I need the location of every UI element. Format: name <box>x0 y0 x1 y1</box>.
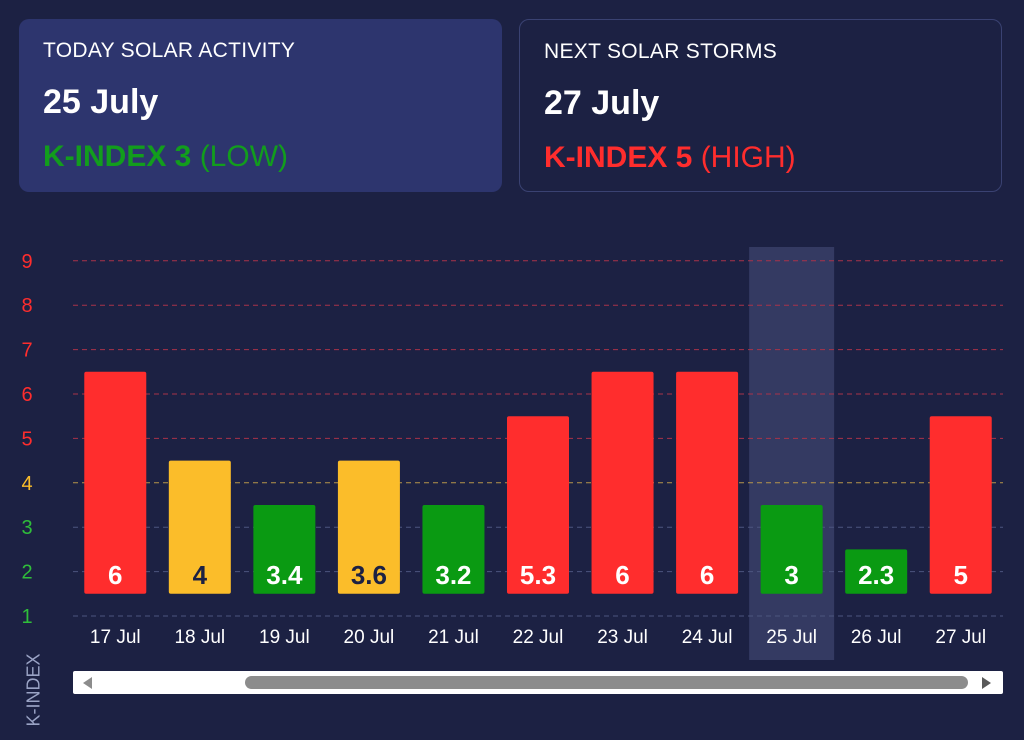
y-tick-label: 3 <box>21 517 32 539</box>
x-tick-label: 17 Jul <box>90 627 141 648</box>
bar <box>676 371 739 594</box>
bar <box>507 416 569 594</box>
next-storms-card: NEXT SOLAR STORMS 27 July K-INDEX 5 (HIG… <box>519 19 1002 192</box>
bar-value-label: 3.2 <box>435 560 471 590</box>
x-tick-label: 20 Jul <box>344 627 395 648</box>
bar <box>760 505 823 594</box>
today-activity-card: TODAY SOLAR ACTIVITY 25 July K-INDEX 3 (… <box>19 19 502 192</box>
bar-value-label: 6 <box>108 560 122 590</box>
bar <box>253 505 316 594</box>
next-k-value: K-INDEX 5 <box>544 141 693 174</box>
bar <box>168 460 231 594</box>
today-card-label: TODAY SOLAR ACTIVITY <box>43 39 296 62</box>
y-axis-title: K-INDEX <box>23 653 44 727</box>
scroll-right-arrow-icon[interactable] <box>982 677 991 689</box>
scroll-left-arrow-icon[interactable] <box>83 677 92 689</box>
next-k-index: K-INDEX 5 (HIGH) <box>544 141 977 175</box>
bar <box>591 371 654 594</box>
bar-value-label: 6 <box>700 560 714 590</box>
today-date: 25 July <box>43 83 159 121</box>
y-tick-label: 5 <box>21 428 32 450</box>
bar-value-label: 3.4 <box>266 560 303 590</box>
scroll-thumb[interactable] <box>245 676 968 689</box>
bar-value-label: 3.6 <box>351 560 387 590</box>
today-k-index: K-INDEX 3 (LOW) <box>43 140 478 174</box>
y-tick-label: 6 <box>21 384 32 406</box>
y-tick-label: 1 <box>21 606 32 628</box>
bar <box>929 416 992 594</box>
k-index-bar-chart: 1 2 3 4 5 6 7 8 9 6 17 Jul 4 18 Jul 3.4 19 Jul 3.6 20 Ju… <box>21 247 1003 660</box>
next-date: 27 July <box>544 84 660 122</box>
bar-value-label: 5 <box>953 560 967 590</box>
y-tick-label: 4 <box>21 473 32 495</box>
today-k-level: (LOW) <box>191 140 289 173</box>
bar-value-label: 2.3 <box>858 560 894 590</box>
y-tick-label: 2 <box>21 562 32 584</box>
bar-value-label: 5.3 <box>520 560 556 590</box>
bar <box>84 371 147 594</box>
bar <box>337 460 400 594</box>
x-tick-label: 27 Jul <box>935 627 986 648</box>
x-tick-label: 19 Jul <box>259 627 310 648</box>
chart-scrollbar[interactable] <box>73 671 1003 694</box>
bar <box>845 549 908 594</box>
next-card-label: NEXT SOLAR STORMS <box>544 40 778 63</box>
y-tick-label: 7 <box>21 340 32 362</box>
x-tick-label: 24 Jul <box>682 627 733 648</box>
bar-value-label: 6 <box>615 560 629 590</box>
bar-value-label: 3 <box>784 560 798 590</box>
y-tick-label: 8 <box>21 295 32 317</box>
next-k-level: (HIGH) <box>692 141 796 174</box>
bar-value-label: 4 <box>193 560 208 590</box>
bar <box>422 505 485 594</box>
x-tick-label: 18 Jul <box>174 627 225 648</box>
x-tick-label: 21 Jul <box>428 627 479 648</box>
x-tick-label: 23 Jul <box>597 627 648 648</box>
x-tick-label: 26 Jul <box>851 627 902 648</box>
highlight-band <box>749 247 835 660</box>
x-tick-label: 25 Jul <box>766 627 817 648</box>
today-k-value: K-INDEX 3 <box>43 140 192 173</box>
x-tick-label: 22 Jul <box>513 627 564 648</box>
y-tick-label: 9 <box>21 251 32 273</box>
